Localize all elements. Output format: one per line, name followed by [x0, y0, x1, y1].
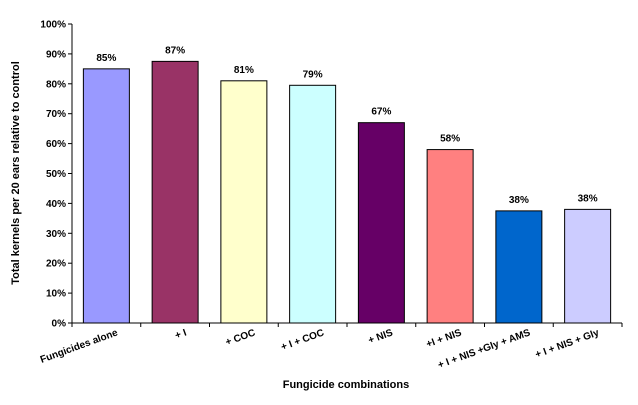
y-tick-label: 30% — [46, 229, 66, 240]
y-tick-label: 100% — [40, 20, 66, 31]
data-label: 67% — [371, 107, 391, 118]
data-label: 38% — [509, 195, 529, 206]
y-tick-label: 50% — [46, 169, 66, 180]
bar — [564, 208, 612, 324]
bar — [220, 80, 268, 324]
y-axis-title: Total kernels per 20 ears relative to co… — [10, 61, 22, 285]
data-label: 38% — [578, 193, 598, 204]
y-tick-label: 90% — [46, 49, 66, 60]
x-category-label: Fungicides alone — [39, 327, 120, 365]
x-axis-title: Fungicide combinations — [283, 379, 410, 391]
x-category-label: + I + NIS + Gly — [534, 327, 601, 360]
data-label: 79% — [303, 69, 323, 80]
y-tick-label: 0% — [52, 319, 67, 330]
ticks-layer: 0% 10% 20% 30% 40% 50% 60% 70% 80% 90% 100% — [40, 20, 623, 330]
data-label: 58% — [440, 134, 460, 145]
bar — [151, 60, 199, 324]
y-tick-label: 40% — [46, 199, 66, 210]
bars-layer — [82, 60, 612, 324]
bar — [426, 149, 474, 324]
data-label: 81% — [234, 65, 254, 76]
data-label: 87% — [165, 45, 185, 56]
bar — [357, 122, 405, 324]
x-category-label: + NIS — [367, 327, 395, 346]
y-tick-label: 20% — [46, 259, 66, 270]
y-tick-label: 60% — [46, 139, 66, 150]
data-label: 85% — [96, 53, 116, 64]
y-tick-label: 70% — [46, 109, 66, 120]
y-tick-label: 80% — [46, 79, 66, 90]
x-category-label: +I + NIS — [425, 327, 464, 350]
x-category-label: + I — [174, 327, 189, 341]
y-tick-label: 10% — [46, 289, 66, 300]
bar — [82, 68, 130, 324]
bar — [495, 210, 543, 324]
x-category-label: + I + COC — [280, 327, 326, 353]
bar — [289, 84, 337, 324]
x-category-label: + COC — [224, 327, 257, 348]
